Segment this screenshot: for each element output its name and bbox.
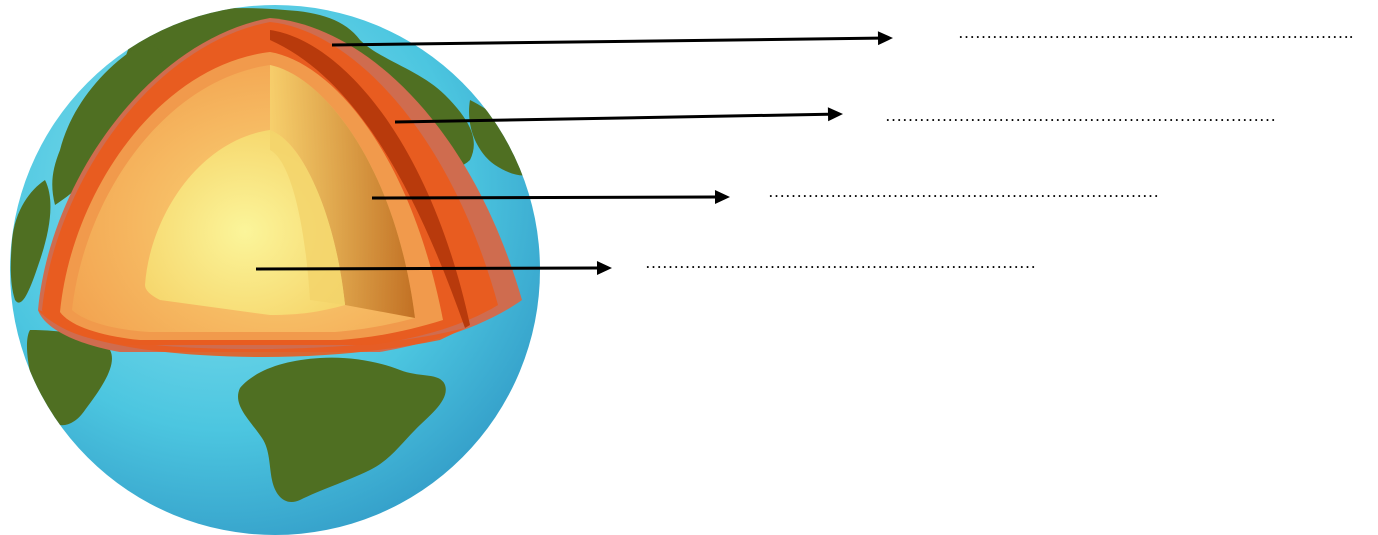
layer-outer-core-slice [270, 65, 415, 318]
continent-africa [26, 330, 112, 426]
arrow-inner-core-head [596, 261, 612, 276]
continent-south-america [238, 357, 446, 503]
layer-cut-bottom-edge [38, 310, 465, 358]
continent-west [10, 180, 51, 303]
arrow-outer-core-shaft [371, 195, 716, 200]
arrow-crust-head [877, 31, 893, 46]
pointer-arrows [255, 31, 893, 276]
arrow-mantle-head [827, 107, 843, 122]
continent-arctic [52, 44, 164, 205]
arrow-inner-core [255, 261, 612, 276]
layer-inner-core-slice [270, 130, 345, 305]
arrow-crust-shaft [331, 36, 879, 47]
arrow-mantle [394, 107, 843, 124]
arrow-outer-core-head [714, 190, 730, 205]
arrow-crust [331, 31, 893, 47]
arrow-inner-core-shaft [255, 266, 598, 271]
arrow-mantle-shaft [394, 112, 829, 124]
label-blank-crust[interactable]: ……………………………………………………………. [958, 23, 1354, 42]
label-blank-outer-core[interactable]: …………………………………………………………… [768, 182, 1159, 201]
label-blank-mantle[interactable]: …………………………………………………………… [885, 106, 1276, 125]
arrow-outer-core [371, 190, 730, 205]
label-blank-inner-core[interactable]: …………………………………………………………… [645, 253, 1036, 272]
